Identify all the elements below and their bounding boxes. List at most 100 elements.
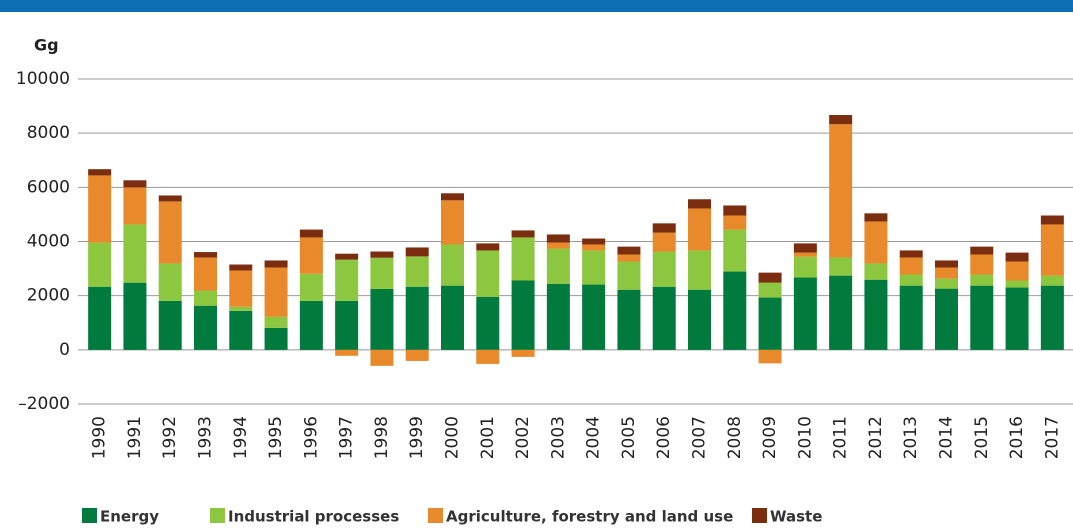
bar-segment	[1005, 252, 1029, 262]
bar-segment	[723, 215, 747, 230]
bar-segment	[758, 349, 782, 364]
bar-segment	[123, 282, 147, 350]
bar-segment	[758, 272, 782, 283]
bar-segment	[476, 243, 500, 251]
bar-segment	[1005, 280, 1029, 288]
bar-segment	[1040, 224, 1064, 276]
bar-segment	[405, 247, 429, 257]
legend-label: Agriculture, forestry and land use	[446, 508, 733, 526]
bar-segment	[793, 243, 817, 253]
bar-segment	[88, 175, 112, 243]
bar-segment	[1040, 275, 1064, 286]
bar-segment	[970, 274, 994, 286]
bar-segment	[335, 253, 359, 260]
bar-segment	[123, 224, 147, 283]
x-tick-label: 2017	[1042, 416, 1062, 459]
legend-label: Waste	[770, 508, 822, 526]
bar-segment	[723, 229, 747, 272]
bar-segment	[1040, 215, 1064, 225]
legend-swatch	[428, 508, 443, 523]
bar-segment	[405, 286, 429, 350]
bar-segment	[441, 244, 464, 286]
x-tick-label: 2014	[937, 416, 957, 459]
bar-segment	[829, 115, 853, 125]
bar-segment	[688, 208, 711, 251]
bar-segment	[582, 244, 606, 251]
bar-segment	[546, 248, 570, 284]
bar-segment	[123, 187, 147, 225]
bar-segment	[899, 250, 923, 258]
bar-segment	[511, 280, 535, 350]
bar-segment	[723, 271, 747, 350]
bar-segment	[899, 257, 923, 275]
bar-segment	[617, 261, 641, 290]
x-tick-label: 2008	[725, 416, 745, 459]
x-tick-label: 1997	[337, 416, 357, 459]
bar-segment	[970, 254, 994, 275]
x-tick-label: 2016	[1007, 416, 1027, 459]
x-tick-label: 1992	[160, 416, 180, 459]
bar-segment	[370, 349, 394, 366]
x-tick-label: 1991	[125, 416, 145, 459]
bar-segment	[652, 251, 676, 287]
bar-segment	[793, 256, 817, 278]
x-tick-label: 1996	[301, 416, 321, 459]
x-tick-label: 2010	[795, 416, 815, 459]
bar-segment	[405, 256, 429, 287]
bar-segment	[970, 285, 994, 350]
x-tick-label: 1998	[372, 416, 392, 459]
y-tick-label: 6000	[27, 177, 70, 197]
bar-segment	[88, 242, 112, 287]
x-tick-label: 1994	[231, 416, 251, 459]
bar-segment	[441, 193, 464, 201]
bar-segment	[229, 264, 253, 271]
bar-segment	[1040, 285, 1064, 350]
x-tick-label: 1993	[196, 416, 216, 459]
bar-segment	[864, 221, 888, 264]
bar-segment	[335, 259, 359, 301]
bar-segment	[194, 252, 217, 258]
bar-segment	[158, 263, 182, 301]
bar-segment	[511, 349, 535, 357]
bar-segment	[546, 283, 570, 350]
bar-segment	[229, 306, 253, 311]
bar-segment	[1005, 261, 1029, 281]
x-tick-label: 2006	[654, 416, 674, 459]
x-tick-label: 2003	[548, 416, 568, 459]
bar-segment	[935, 267, 958, 279]
bar-segment	[935, 288, 958, 350]
x-tick-label: 1990	[90, 416, 110, 459]
bar-segment	[229, 270, 253, 307]
bar-segment	[441, 200, 464, 245]
legend-swatch	[82, 508, 97, 523]
bar-segment	[829, 275, 853, 350]
bar-segment	[546, 234, 570, 243]
x-tick-label: 1995	[266, 416, 286, 459]
y-axis-label: Gg	[34, 36, 59, 55]
bar-segment	[158, 300, 182, 350]
bar-segment	[88, 169, 112, 176]
x-tick-label: 2002	[513, 416, 533, 459]
legend-label: Energy	[100, 508, 159, 526]
bar-segment	[194, 305, 217, 350]
bar-segment	[793, 252, 817, 257]
bar-segment	[476, 296, 500, 350]
bar-segment	[864, 263, 888, 280]
bar-segment	[758, 282, 782, 298]
bar-segment	[617, 289, 641, 350]
y-tick-label: –2000	[18, 394, 70, 414]
x-tick-label: 2011	[831, 416, 851, 459]
bar-segment	[793, 277, 817, 350]
bar-segment	[652, 286, 676, 350]
bar-segment	[370, 251, 394, 258]
bar-segment	[123, 180, 147, 188]
bar-segment	[582, 250, 606, 285]
x-tick-label: 2000	[443, 416, 463, 459]
bar-segment	[158, 195, 182, 202]
y-tick-label: 2000	[27, 286, 70, 306]
bar-segment	[158, 201, 182, 264]
bar-segment	[229, 310, 253, 350]
bar-segment	[935, 260, 958, 268]
bar-segment	[335, 300, 359, 350]
